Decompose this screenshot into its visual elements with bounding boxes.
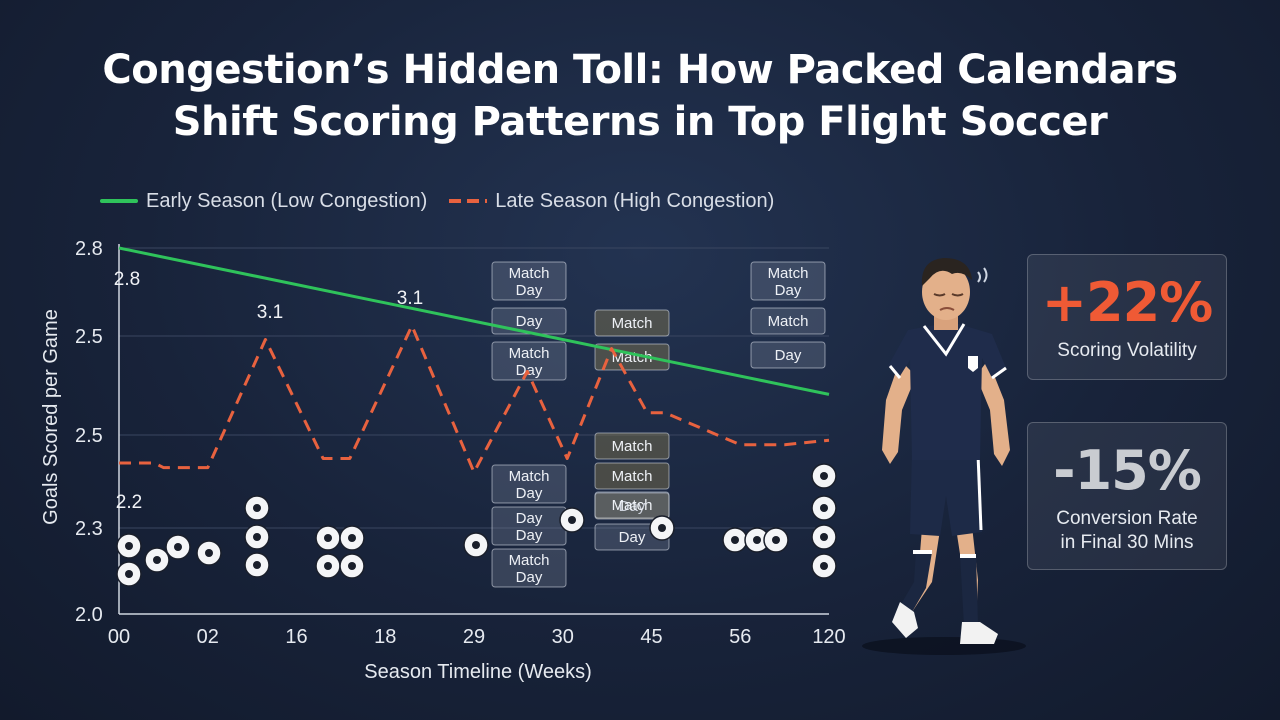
y-tick-label: 2.5: [75, 425, 103, 447]
match-day-card-label: Day: [619, 498, 646, 515]
stat-label-conversion-line-1: Conversion Rate: [1056, 508, 1198, 529]
y-axis-label: Goals Scored per Game: [40, 309, 62, 525]
x-axis-label: Season Timeline (Weeks): [364, 661, 592, 683]
data-annotation: 2.2: [116, 492, 142, 513]
soccer-ball-panel: [753, 536, 761, 544]
soccer-ball-panel: [253, 504, 261, 512]
soccer-ball-panel: [820, 533, 828, 541]
match-day-card-label: Match: [612, 468, 653, 485]
match-day-card: [750, 341, 826, 369]
tired-player-illustration: [862, 258, 1026, 655]
match-day-card-label: Match: [612, 438, 653, 455]
chart-legend: Early Season (Low Congestion) Late Seaso…: [100, 188, 796, 214]
match-day-card-label: Day: [775, 347, 802, 364]
y-tick-label: 2.8: [75, 238, 103, 260]
match-day-card-label: Match: [509, 552, 550, 569]
match-day-card: [594, 309, 670, 337]
soccer-ball-panel: [205, 549, 213, 557]
soccer-ball-panel: [348, 562, 356, 570]
soccer-ball-panel: [472, 541, 480, 549]
match-day-card: [594, 432, 670, 460]
x-tick-label: 56: [729, 626, 751, 648]
legend-item-early: Early Season (Low Congestion): [100, 190, 427, 213]
match-day-card: [491, 261, 567, 301]
match-day-card-label: Day: [516, 282, 543, 299]
match-day-card-label: Day: [516, 569, 543, 586]
soccer-ball-panel: [125, 570, 133, 578]
match-day-card: [750, 261, 826, 301]
soccer-ball-panel: [568, 516, 576, 524]
x-tick-label: 120: [812, 626, 845, 648]
match-day-card-label: Match: [768, 265, 809, 282]
stat-label-conversion-line-2: in Final 30 Mins: [1060, 532, 1194, 553]
stat-value-volatility: +22%: [1041, 271, 1214, 334]
data-annotation: 3.1: [397, 288, 423, 309]
soccer-ball-panel: [125, 542, 133, 550]
soccer-ball-panel: [348, 534, 356, 542]
y-tick-label: 2.5: [75, 326, 103, 348]
match-day-card-label: Day: [516, 485, 543, 502]
soccer-ball-panel: [324, 562, 332, 570]
match-day-card-label: Day: [516, 510, 543, 527]
x-tick-label: 00: [108, 626, 130, 648]
match-day-card: [594, 491, 670, 519]
match-day-card-label: Match: [768, 313, 809, 330]
match-day-card: [491, 548, 567, 588]
x-tick-label: 45: [640, 626, 662, 648]
data-annotation: 2.8: [114, 269, 140, 290]
match-day-card: [491, 464, 567, 504]
title-line-1: Congestion’s Hidden Toll: How Packed Cal…: [102, 47, 1178, 93]
match-day-card: [750, 307, 826, 335]
stat-value-conversion: -15%: [1053, 439, 1202, 502]
soccer-ball-panel: [820, 562, 828, 570]
match-day-card: [594, 462, 670, 490]
y-tick-label: 2.0: [75, 604, 103, 626]
match-day-card-label: Match: [612, 497, 653, 514]
soccer-ball-panel: [820, 504, 828, 512]
chart-title: Congestion’s Hidden Toll: How Packed Cal…: [0, 44, 1280, 148]
x-tick-label: 02: [197, 626, 219, 648]
soccer-ball-panel: [820, 472, 828, 480]
y-tick-label: 2.3: [75, 518, 103, 540]
soccer-ball-panel: [324, 534, 332, 542]
match-day-card-label: Match: [612, 315, 653, 332]
match-day-card-label: Day: [516, 527, 543, 544]
legend-item-late: Late Season (High Congestion): [449, 190, 774, 213]
match-day-card-label: Match: [509, 265, 550, 282]
late-season-line: [119, 324, 830, 474]
x-tick-label: 29: [463, 626, 485, 648]
match-day-card-label: Day: [516, 313, 543, 330]
stat-card-volatility: +22% Scoring Volatility: [1027, 254, 1227, 380]
soccer-ball-panel: [731, 536, 739, 544]
stat-label-conversion: Conversion Rate in Final 30 Mins: [1028, 507, 1226, 555]
stat-label-volatility: Scoring Volatility: [1057, 340, 1197, 361]
match-day-card-label: Match: [509, 345, 550, 362]
x-tick-label: 18: [374, 626, 396, 648]
title-line-2: Shift Scoring Patterns in Top Flight Soc…: [172, 99, 1108, 145]
match-day-card-label: Day: [516, 362, 543, 379]
match-day-card: [491, 341, 567, 381]
match-day-card-label: Day: [775, 282, 802, 299]
soccer-ball-panel: [772, 536, 780, 544]
early-season-line: [118, 246, 830, 396]
soccer-ball-panel: [174, 543, 182, 551]
match-day-card-label: Match: [612, 349, 653, 366]
match-day-card-label: Day: [619, 529, 646, 546]
x-tick-label: 16: [285, 626, 307, 648]
soccer-ball-panel: [253, 561, 261, 569]
match-day-card-label: Match: [509, 468, 550, 485]
soccer-ball-panel: [253, 533, 261, 541]
legend-dashed-line-icon: [449, 199, 488, 203]
x-tick-label: 30: [552, 626, 574, 648]
soccer-ball-panel: [658, 524, 666, 532]
stat-card-conversion: -15% Conversion Rate in Final 30 Mins: [1027, 422, 1227, 570]
soccer-ball-panel: [153, 556, 161, 564]
legend-solid-line-icon: [100, 199, 138, 203]
legend-label-late: Late Season (High Congestion): [495, 189, 775, 212]
legend-label-early: Early Season (Low Congestion): [146, 189, 428, 212]
data-annotation: 3.1: [257, 302, 283, 323]
